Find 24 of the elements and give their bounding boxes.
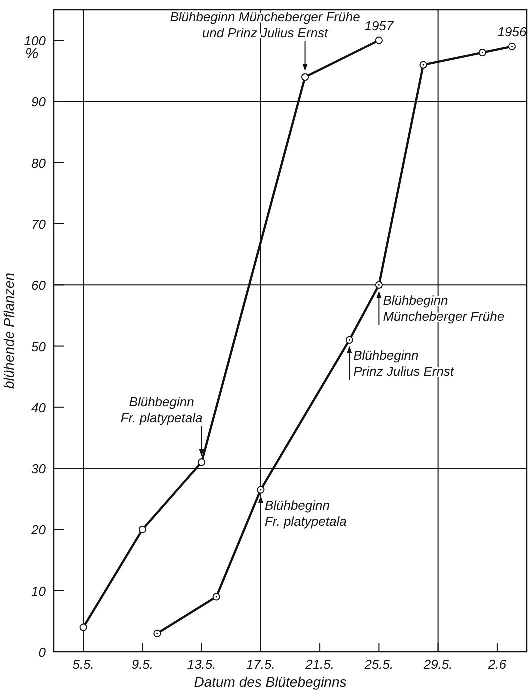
series-label: 1957 <box>364 18 394 34</box>
x-axis-title: Datum des Blütebeginns <box>194 674 347 690</box>
y-axis-title: blühende Pflanzen <box>1 272 17 389</box>
x-tick-label: 5.5. <box>72 657 94 672</box>
y-tick-label: 70 <box>32 217 47 232</box>
y-tick-label: 10 <box>32 584 47 599</box>
x-tick-label: 13.5. <box>187 657 216 672</box>
x-tick-label: 2.6 <box>487 657 508 672</box>
x-tick-label: 17.5. <box>246 657 276 672</box>
y-tick-label: 40 <box>32 400 47 416</box>
y-tick-label: 80 <box>32 156 47 171</box>
annotation: Blühbeginn Fr. platypetala <box>120 394 203 426</box>
y-tick-label: 30 <box>32 462 47 477</box>
x-tick-label: 21.5. <box>304 657 335 672</box>
y-tick-label: 50 <box>32 339 47 354</box>
x-tick-label: 9.5. <box>132 657 154 672</box>
series-label: 1956 <box>498 24 528 40</box>
y-tick-label: 0 <box>38 645 47 660</box>
x-tick-label: 25.5. <box>364 657 394 672</box>
x-tick-label: 29.5. <box>422 657 453 672</box>
annotation: Blühbeginn Fr. platypetala <box>264 498 347 529</box>
y-tick-label: 60 <box>32 278 47 294</box>
y-tick-label: 20 <box>30 522 47 538</box>
y-tick-label: 90 <box>32 94 47 110</box>
